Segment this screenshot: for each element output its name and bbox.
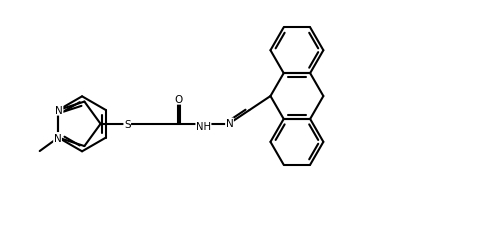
- Text: N: N: [54, 133, 61, 143]
- Text: O: O: [174, 95, 182, 105]
- Text: N: N: [226, 119, 233, 129]
- Text: NH: NH: [196, 121, 211, 131]
- Text: N: N: [55, 106, 63, 116]
- Text: S: S: [124, 119, 130, 129]
